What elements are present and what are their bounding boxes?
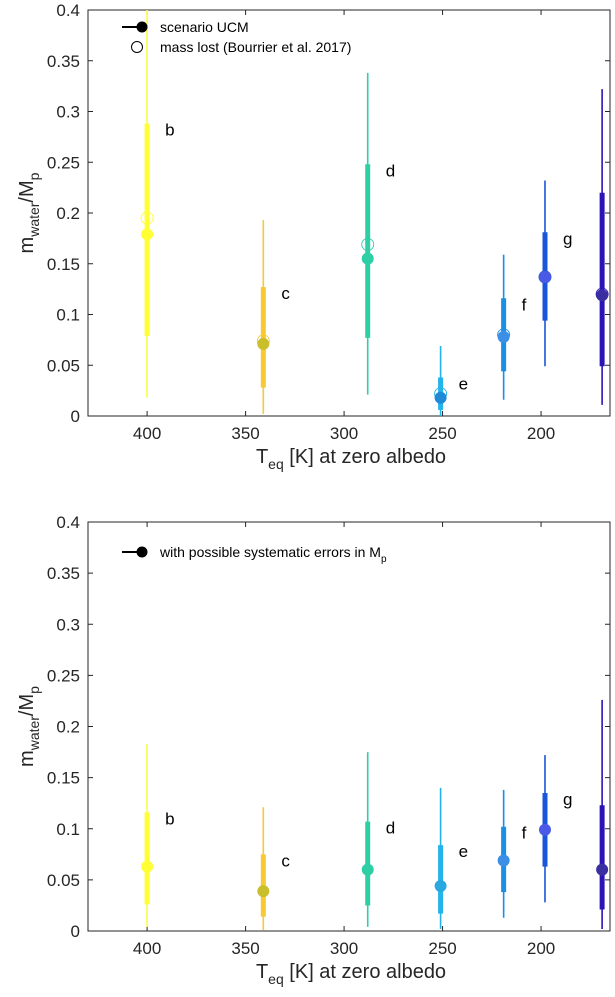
data-point-c [257, 885, 270, 898]
y-tick-label: 0.3 [56, 103, 80, 122]
data-layer [141, 699, 609, 930]
y-tick-label: 0.35 [47, 52, 80, 71]
data-point-g [538, 823, 551, 836]
y-tick-label: 0 [71, 922, 80, 941]
y-tick-label: 0.2 [56, 718, 80, 737]
data-point-h [596, 289, 609, 302]
planet-label-g: g [563, 790, 572, 809]
y-tick-label: 0.4 [56, 1, 80, 20]
plot-area-frame [87, 9, 611, 417]
y-tick-label: 0.35 [47, 564, 80, 583]
data-point-g [538, 270, 551, 283]
data-point-c [257, 337, 270, 350]
y-tick-label: 0.05 [47, 871, 80, 890]
x-tick-label: 200 [527, 424, 555, 443]
x-tick-label: 250 [428, 939, 456, 958]
data-point-d [361, 863, 374, 876]
planet-label-e: e [459, 374, 468, 393]
data-point-e [434, 880, 447, 893]
x-axis-label: Teq [K] at zero albedo [256, 446, 446, 472]
y-tick-label: 0.4 [56, 513, 80, 532]
x-tick-label: 300 [330, 939, 358, 958]
planet-label-f: f [522, 295, 527, 314]
legend-marker-open [131, 41, 143, 53]
planet-label-d: d [386, 819, 395, 838]
data-point-b [141, 860, 154, 873]
y-tick-label: 0.1 [56, 820, 80, 839]
x-tick-label: 350 [231, 424, 259, 443]
mass-lost-marker-d [361, 238, 375, 251]
plot-area-frame [87, 521, 611, 932]
planet-label-d: d [386, 161, 395, 180]
legend-marker-filled [136, 21, 148, 33]
y-tick-label: 0.2 [56, 204, 80, 223]
chart-panel-2: 0 0.05 0.1 0.15 0.2 0.25 0.3 0.35 0.4 400 350 300 25… [16, 513, 611, 987]
data-point-f [497, 854, 510, 867]
data-point-b [141, 228, 154, 241]
x-tick-label: 250 [428, 424, 456, 443]
data-layer [140, 10, 609, 416]
planet-label-b: b [165, 809, 174, 828]
data-point-f [497, 330, 510, 343]
y-tick-label: 0.25 [47, 666, 80, 685]
chart-panel-1: 0 0.05 0.1 0.15 0.2 0.25 0.3 0.35 0.4 400 350 300 25… [16, 1, 611, 472]
x-axis-label: Teq [K] at zero albedo [256, 961, 446, 987]
legend-label: mass lost (Bourrier et al. 2017) [160, 39, 351, 55]
y-tick-label: 0.1 [56, 306, 80, 325]
x-tick-label: 400 [133, 939, 161, 958]
data-point-e [434, 391, 447, 404]
planet-label-e: e [459, 842, 468, 861]
planet-label-c: c [281, 851, 290, 870]
y-axis-label: mwater/Mp [16, 686, 42, 767]
legend-marker-filled [136, 546, 148, 558]
planet-label-b: b [165, 121, 174, 140]
mass-lost-marker-b [140, 211, 154, 225]
planet-label-c: c [281, 284, 290, 303]
y-axis-label: mwater/Mp [16, 172, 42, 253]
legend-label: with possible systematic errors in Mp [159, 544, 387, 565]
y-tick-label: 0 [71, 407, 80, 426]
y-tick-label: 0.15 [47, 769, 80, 788]
planet-label-f: f [522, 824, 527, 843]
y-tick-label: 0.15 [47, 255, 80, 274]
y-tick-label: 0.3 [56, 615, 80, 634]
y-tick-label: 0.05 [47, 356, 80, 375]
x-tick-label: 300 [330, 424, 358, 443]
x-tick-label: 350 [231, 939, 259, 958]
y-tick-label: 0.25 [47, 153, 80, 172]
data-point-d [361, 252, 374, 265]
x-tick-label: 400 [133, 424, 161, 443]
data-point-h [596, 863, 609, 876]
x-tick-label: 200 [527, 939, 555, 958]
legend-label: scenario UCM [160, 19, 249, 35]
planet-label-g: g [563, 229, 572, 248]
